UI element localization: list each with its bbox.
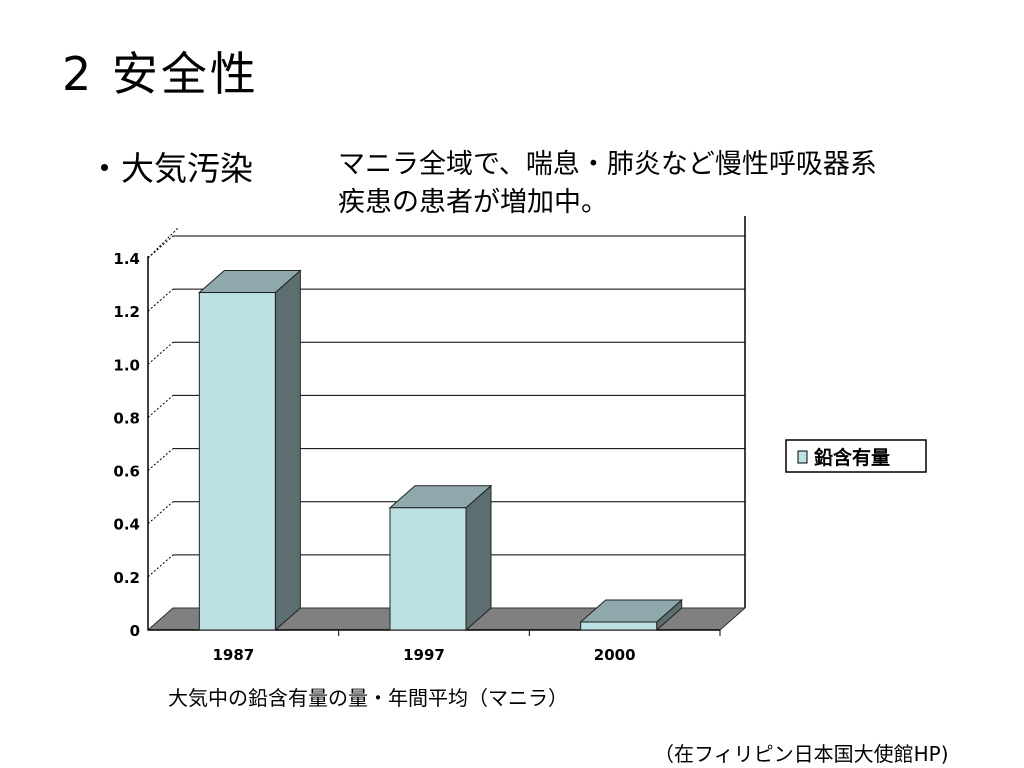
gridline-diagonal [147, 227, 179, 259]
y-tick-label: 0.8 [113, 409, 140, 427]
bar-side [274, 269, 301, 632]
x-tick-label: 1997 [403, 646, 445, 664]
y-tick-label: 0.4 [113, 516, 140, 534]
legend-label: 鉛含有量 [814, 446, 890, 469]
y-tick-label: 0.6 [113, 463, 140, 481]
chart-caption: 大気中の鉛含有量の量・年間平均（マニラ） [168, 686, 568, 710]
description-line-1: マニラ全域で、喘息・肺炎など慢性呼吸器系 [338, 149, 877, 180]
x-axis-ticks: 1987 1997 2000 [212, 630, 721, 664]
y-axis-ticks: 0 0.2 0.4 0.6 0.8 1.0 1.2 1.4 [113, 250, 140, 640]
bar-side [465, 484, 492, 632]
bar-front [198, 292, 276, 631]
y-tick-label: 1.2 [113, 303, 140, 321]
bar-front [580, 621, 658, 631]
description: マニラ全域で、喘息・肺炎など慢性呼吸器系 疾患の患者が増加中。 [338, 146, 998, 222]
bullet-label: ・大気汚染 [88, 149, 253, 188]
x-tick-label: 2000 [594, 646, 636, 664]
gridline-diagonal [147, 554, 174, 578]
y-tick-label: 0.2 [113, 569, 140, 587]
y-tick-label: 0 [130, 622, 140, 640]
legend-swatch [797, 450, 808, 464]
y-tick-label: 1.0 [113, 356, 140, 374]
gridline-diagonal [147, 341, 174, 365]
x-tick-label: 1987 [212, 646, 254, 664]
description-line-2: 疾患の患者が増加中。 [338, 187, 608, 218]
y-tick-label: 1.4 [113, 250, 140, 268]
chart-legend: 鉛含有量 [785, 439, 927, 473]
gridline-diagonal [147, 395, 174, 418]
gridline-diagonal [147, 448, 174, 471]
bar-front [389, 507, 467, 631]
slide-title: 2 安全性 [62, 47, 259, 101]
legend-box [785, 439, 927, 473]
chart-bars [198, 269, 683, 632]
gridline-diagonal [147, 288, 174, 312]
source-note: （在フィリピン日本国大使館HP) [654, 742, 949, 766]
gridline-diagonal [147, 501, 174, 525]
